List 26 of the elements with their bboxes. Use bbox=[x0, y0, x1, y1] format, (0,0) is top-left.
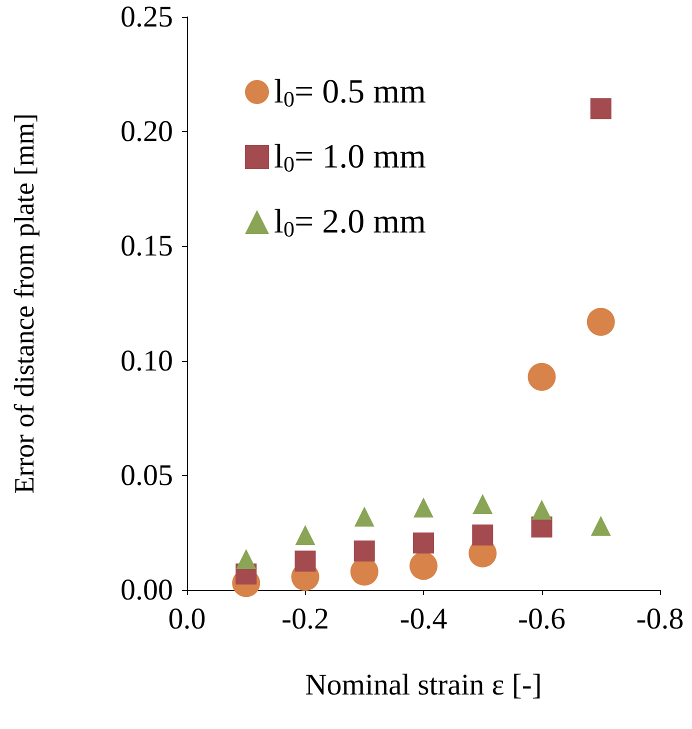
x-tick-label: -0.8 bbox=[636, 602, 684, 636]
point bbox=[294, 550, 316, 572]
point bbox=[354, 506, 374, 527]
point bbox=[590, 516, 611, 536]
x-tick-label: -0.2 bbox=[282, 602, 329, 636]
point bbox=[413, 532, 434, 554]
point bbox=[295, 524, 316, 545]
point bbox=[414, 497, 434, 518]
point bbox=[590, 98, 612, 120]
point bbox=[410, 552, 438, 580]
y-tick-label: 0.20 bbox=[120, 115, 173, 148]
x-tick-label: -0.4 bbox=[400, 602, 448, 636]
x-axis-title: Nominal strain ε [-] bbox=[305, 668, 542, 702]
y-tick-label: 0.10 bbox=[120, 344, 173, 378]
point bbox=[472, 494, 493, 514]
point bbox=[528, 362, 556, 391]
point bbox=[532, 500, 552, 520]
y-tick-label: 0.25 bbox=[120, 0, 173, 34]
point bbox=[354, 540, 375, 562]
x-tick-label: -0.6 bbox=[518, 602, 566, 636]
y-tick-label: 0.05 bbox=[120, 458, 173, 492]
point bbox=[236, 549, 256, 570]
point bbox=[586, 308, 615, 336]
point bbox=[472, 524, 494, 546]
y-axis-title: Error of distance from plate [mm] bbox=[10, 113, 40, 494]
y-tick-label: 0.15 bbox=[120, 230, 173, 263]
